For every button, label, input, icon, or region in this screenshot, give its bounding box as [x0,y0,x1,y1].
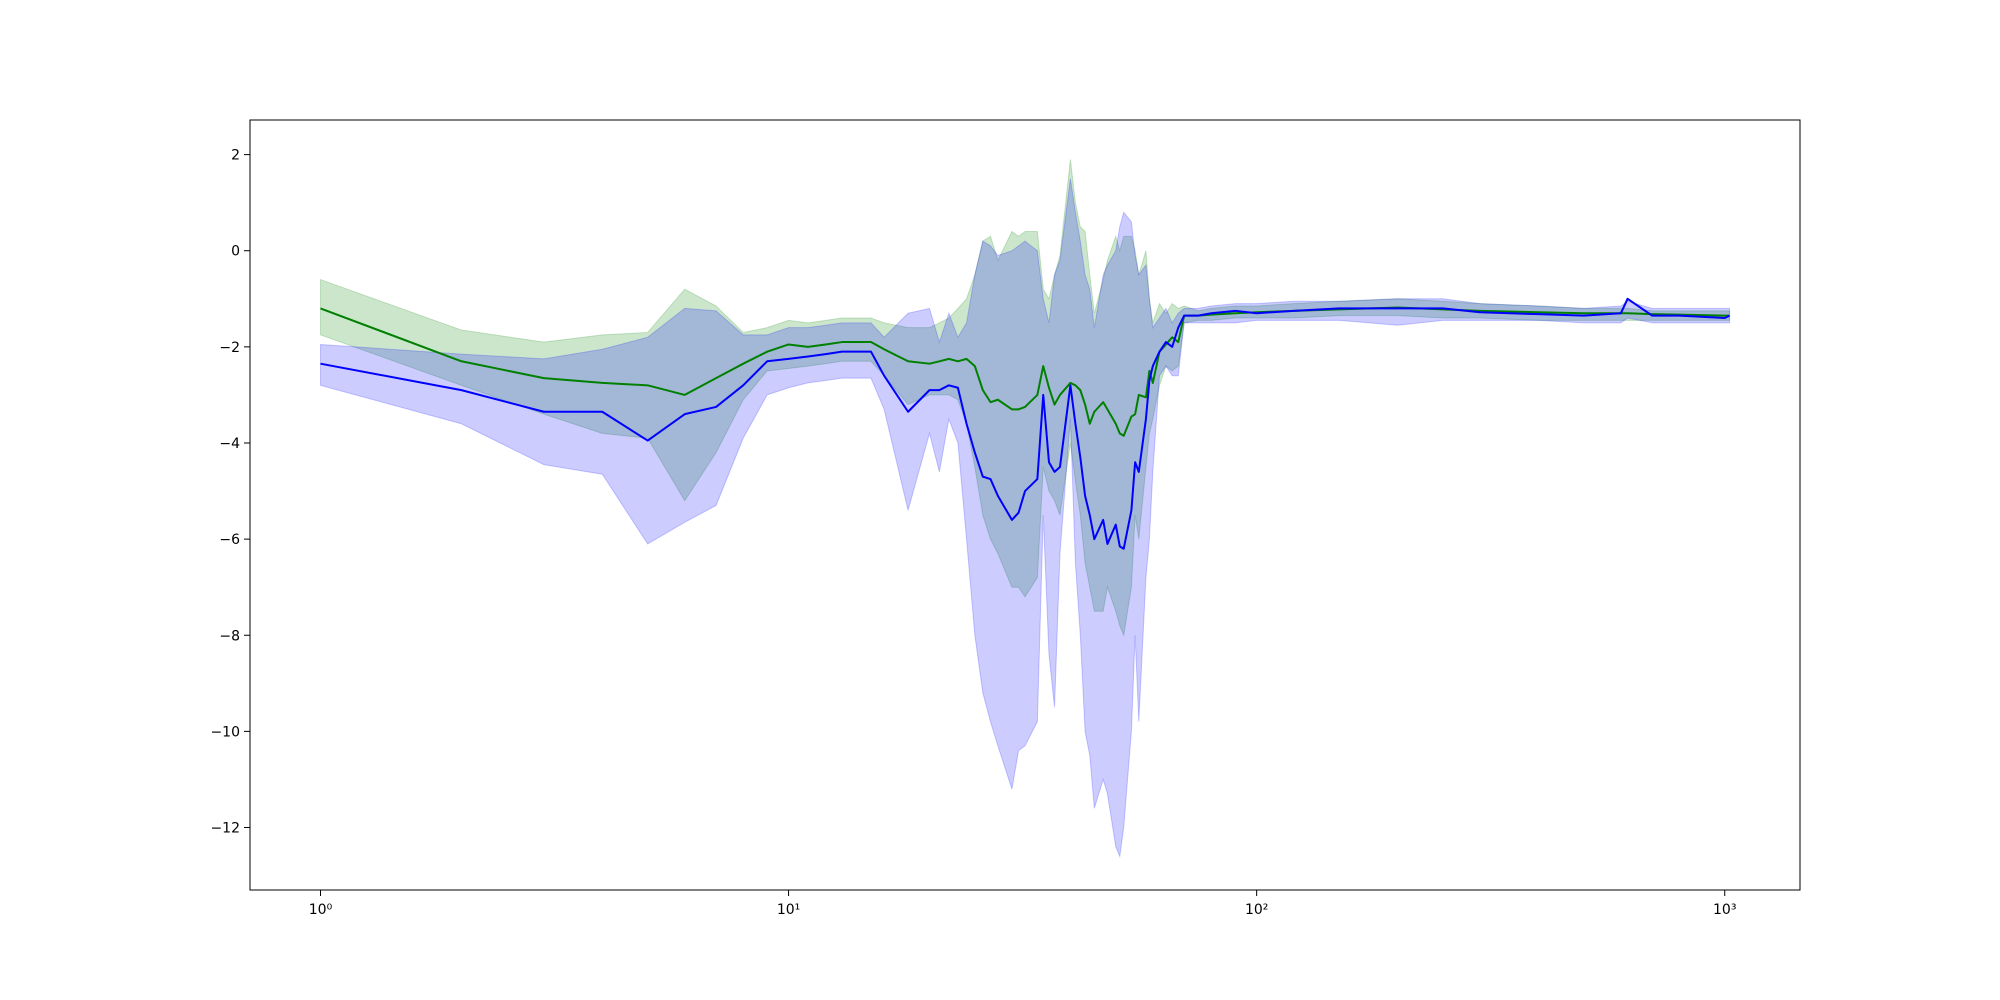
y-tick-label: −4 [219,436,240,452]
line [320,297,1731,550]
x-tick-label: 10³ [1713,902,1736,918]
confidence-band [319,178,1731,859]
y-tick-label: 2 [231,148,240,164]
y-tick-label: −12 [210,821,240,837]
x-tick-label: 10⁰ [309,902,333,918]
y-tick-label: −2 [219,340,240,356]
y-tick-label: 0 [231,244,240,260]
x-tick-label: 10² [1245,902,1268,918]
confidence-band [319,159,1731,638]
x-tick-label: 10¹ [777,902,800,918]
y-tick-label: −8 [219,628,240,644]
y-tick-label: −6 [219,532,240,548]
y-tick-label: −10 [210,724,240,740]
plot-frame [249,119,1801,891]
